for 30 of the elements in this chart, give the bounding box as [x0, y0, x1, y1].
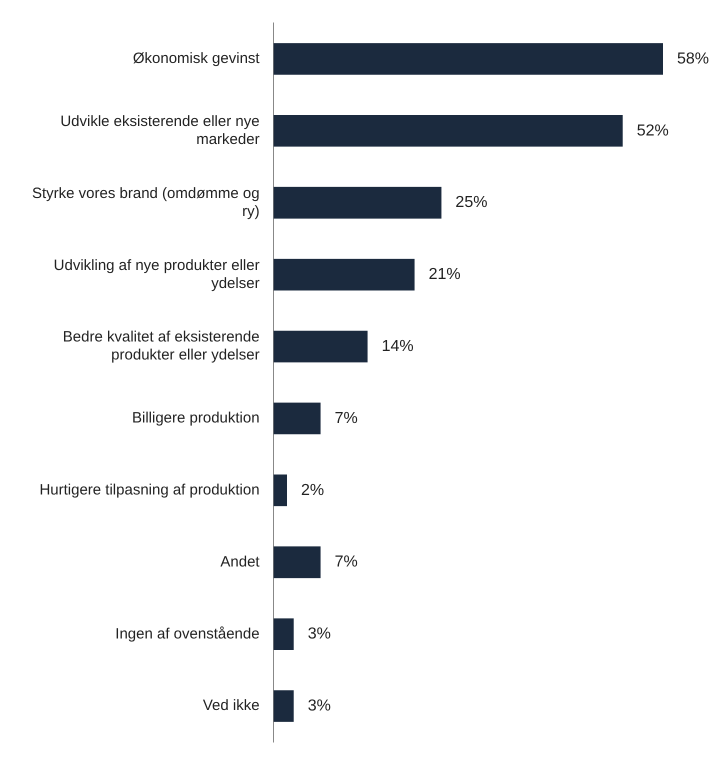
bar — [274, 115, 623, 147]
y-tick-label: Billigere produktion — [132, 410, 260, 427]
y-tick-label: Hurtigere tilpasning af produktion — [39, 481, 260, 498]
data-label: 14% — [382, 338, 414, 355]
data-label: 58% — [677, 50, 710, 68]
y-tick-label: Økonomisk gevinst — [132, 50, 260, 68]
bar — [274, 618, 294, 650]
data-label: 2% — [301, 482, 324, 499]
y-tick-label: Bedre kvalitet af eksisterende produkter eller ydelser — [62, 328, 260, 364]
bar — [274, 474, 288, 506]
data-label: 25% — [455, 194, 488, 212]
bar — [274, 402, 321, 434]
data-label: 3% — [308, 626, 331, 643]
y-tick-label: Udvikle eksisterende eller nye markeder — [60, 112, 260, 148]
y-tick-label: Ingen af ovenstående — [115, 625, 260, 642]
data-label: 21% — [428, 266, 461, 284]
bar — [274, 43, 663, 75]
data-label: 52% — [636, 122, 669, 140]
bar — [274, 690, 294, 722]
bar — [274, 546, 321, 578]
bar — [274, 186, 442, 219]
y-tick-label: Ved ikke — [202, 697, 260, 714]
y-tick-label: Udvikling af nye produkter eller ydelser — [54, 256, 260, 292]
y-tick-label: Styrke vores brand (omdømme og ry) — [32, 184, 260, 220]
data-label: 7% — [334, 410, 358, 427]
data-label: 7% — [334, 554, 358, 571]
y-tick-label: Andet — [220, 553, 260, 570]
data-label: 3% — [308, 697, 331, 714]
bar — [274, 330, 368, 362]
bar — [274, 258, 415, 290]
